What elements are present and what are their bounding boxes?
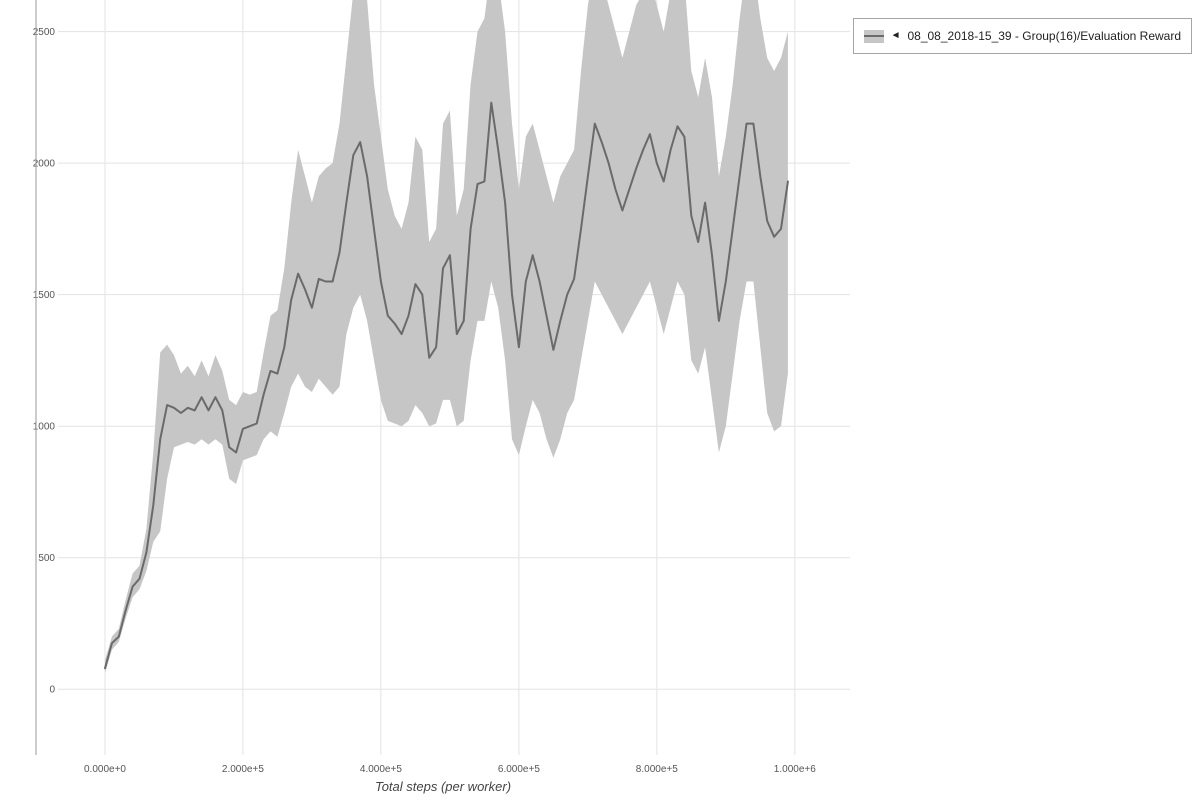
svg-text:6.000e+5: 6.000e+5 bbox=[498, 764, 540, 775]
x-axis-title: Total steps (per worker) bbox=[374, 779, 512, 794]
svg-text:2.000e+5: 2.000e+5 bbox=[222, 764, 264, 775]
series-label: 08_08_2018-15_39 - Group(16)/Evaluation … bbox=[907, 29, 1181, 43]
legend[interactable]: ◄ 08_08_2018-15_39 - Group(16)/Evaluatio… bbox=[852, 18, 1192, 54]
svg-text:8.000e+5: 8.000e+5 bbox=[636, 764, 678, 775]
collapse-arrow-icon[interactable]: ◄ bbox=[890, 30, 901, 41]
svg-text:500: 500 bbox=[38, 553, 55, 564]
svg-text:4.000e+5: 4.000e+5 bbox=[360, 764, 402, 775]
svg-text:0.000e+0: 0.000e+0 bbox=[84, 764, 126, 775]
svg-text:0: 0 bbox=[49, 685, 55, 696]
svg-text:1.000e+6: 1.000e+6 bbox=[774, 764, 816, 775]
svg-text:1000: 1000 bbox=[33, 422, 56, 433]
series-swatch-icon bbox=[863, 29, 884, 43]
chart-canvas[interactable]: 0 500 1000 1500 2000 2500 0.000e+0 2.000e+5 4.00… bbox=[0, 0, 855, 778]
svg-text:2500: 2500 bbox=[33, 27, 56, 38]
svg-text:2000: 2000 bbox=[33, 159, 56, 170]
svg-text:1500: 1500 bbox=[33, 290, 56, 301]
